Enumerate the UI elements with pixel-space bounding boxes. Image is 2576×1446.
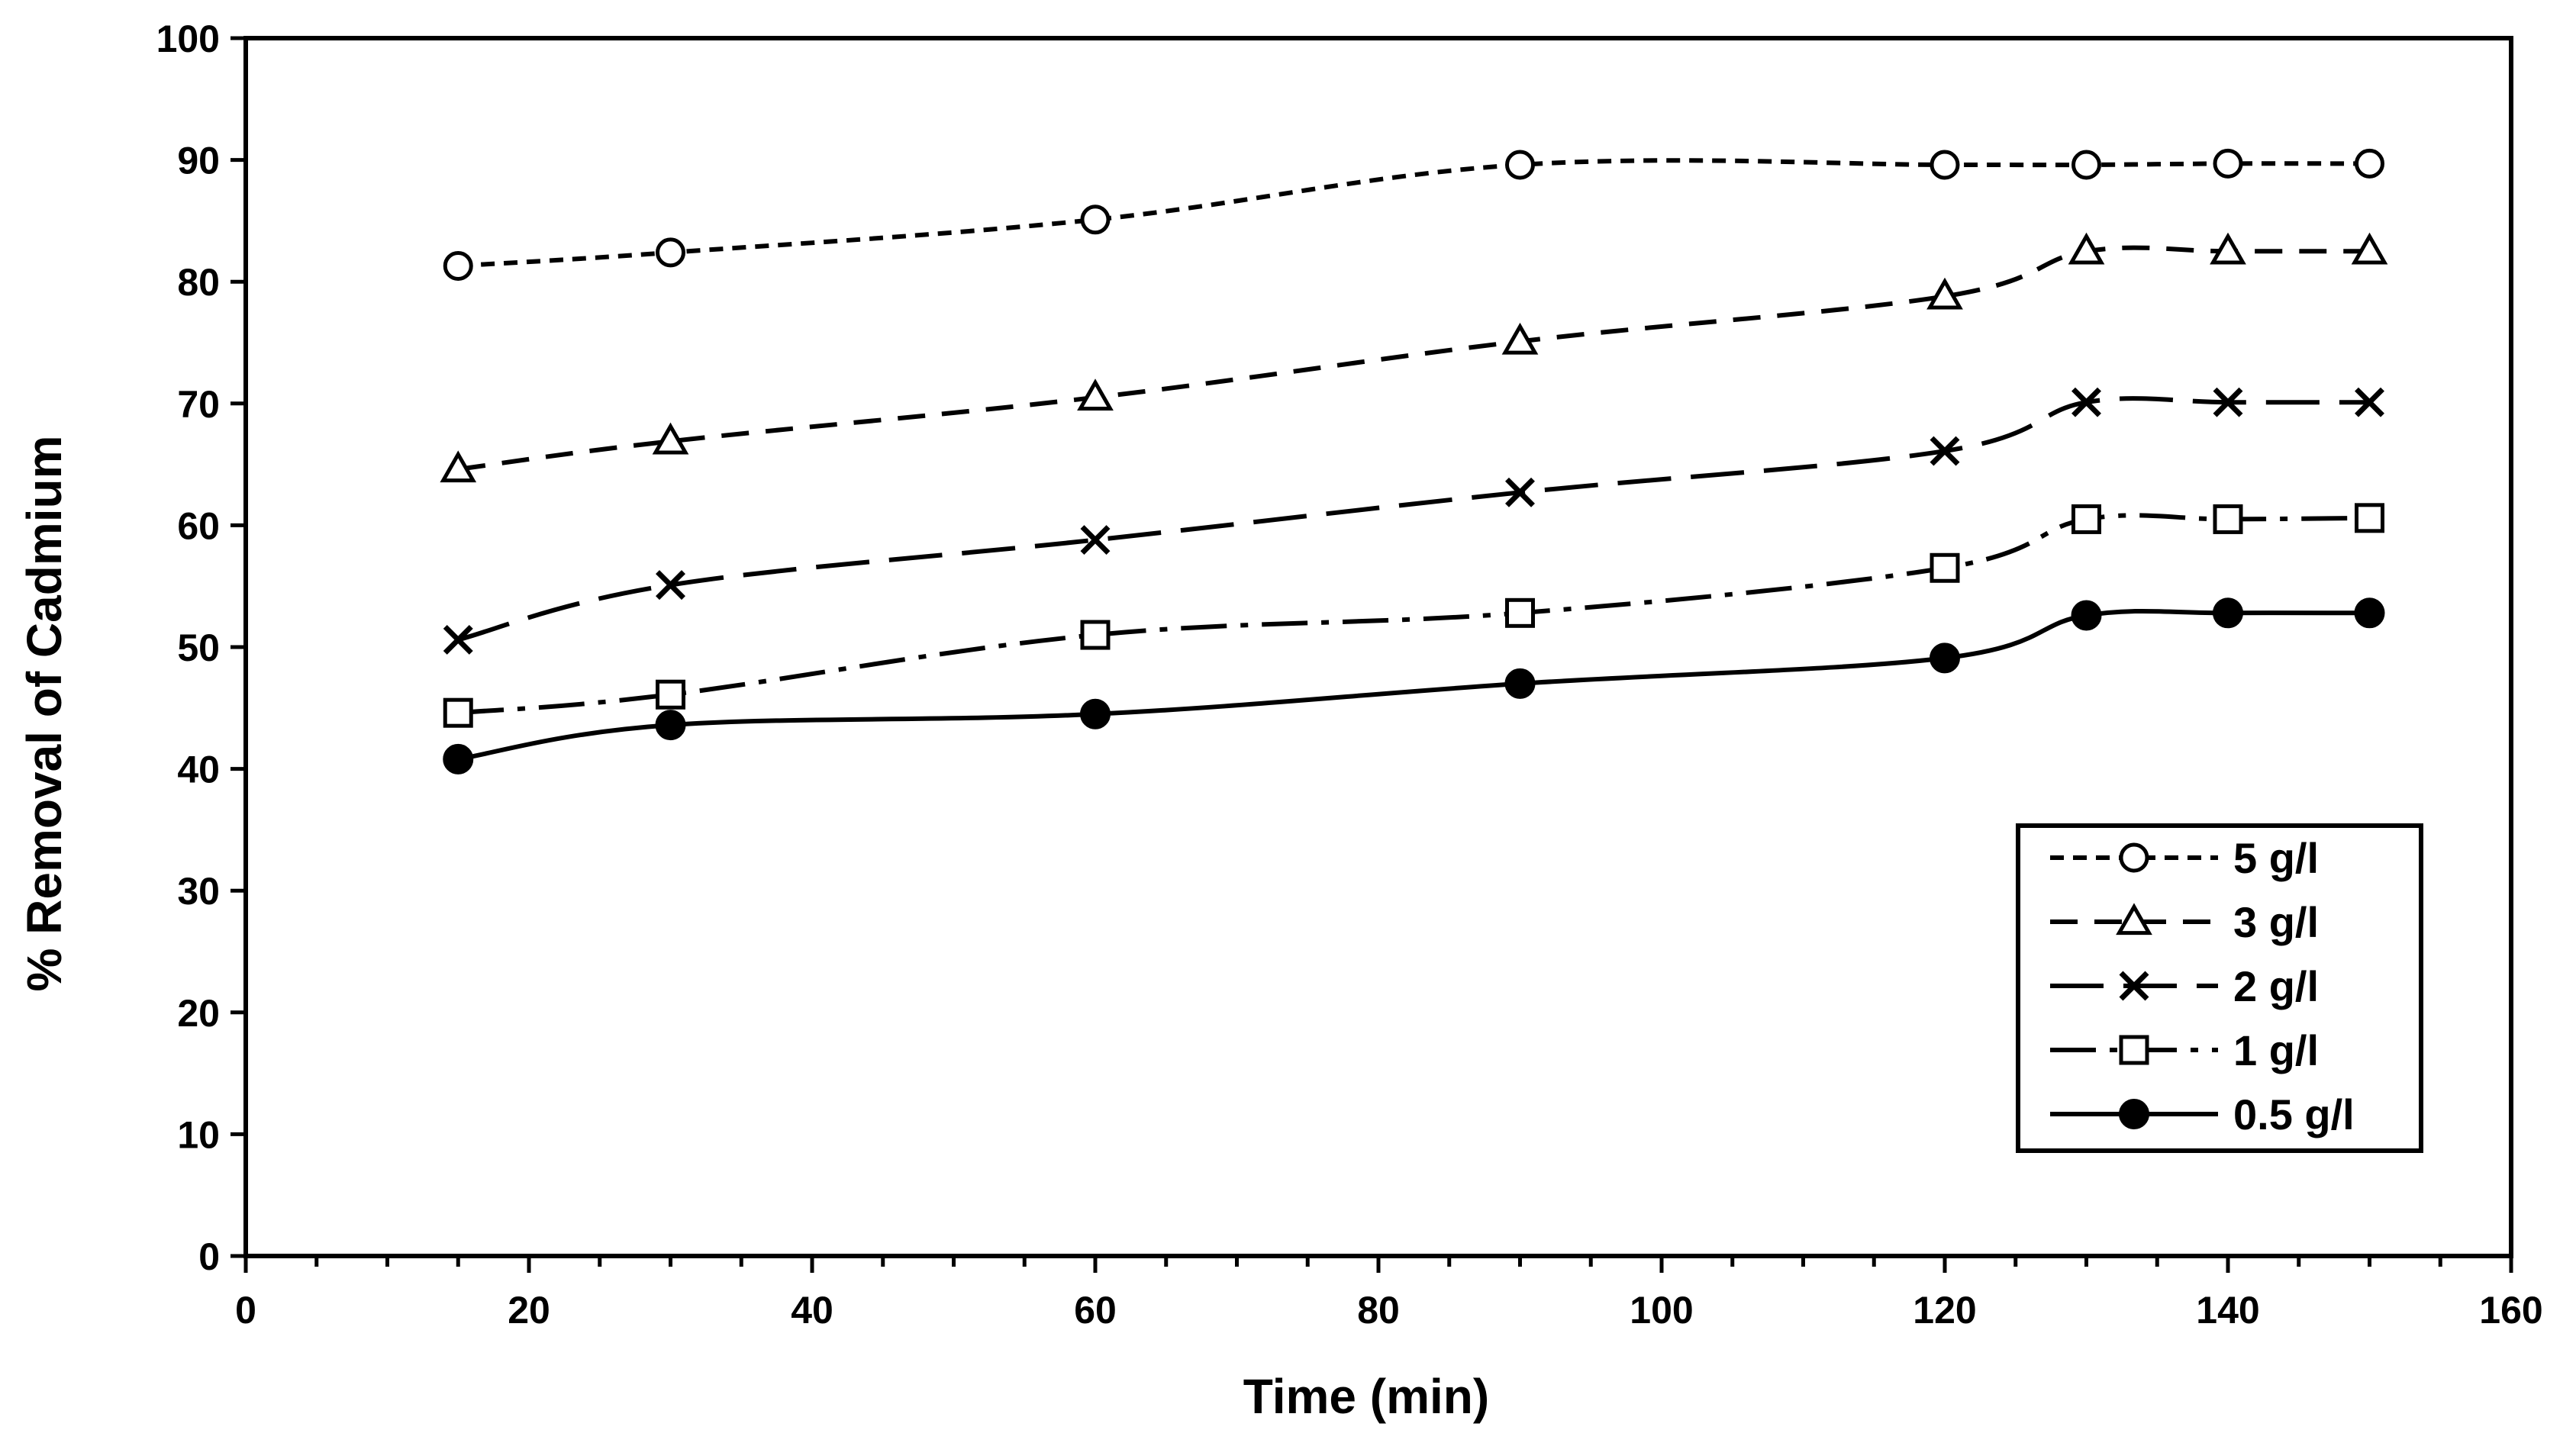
data-point [1930,552,1960,583]
legend-label: 3 g/l [2233,898,2319,946]
legend-label: 1 g/l [2233,1026,2319,1074]
x-tick-label: 40 [791,1289,833,1332]
y-tick-label: 0 [198,1235,220,1278]
series-1-g-l [443,503,2384,728]
y-tick-label: 20 [177,992,220,1035]
x-tick-label: 60 [1074,1289,1117,1332]
data-point [2071,504,2101,534]
legend-entry: 5 g/l [2050,834,2319,882]
data-point [1505,150,1535,180]
legend-entry: 3 g/l [2050,898,2319,946]
y-tick-label: 90 [177,140,220,182]
data-point [2351,232,2388,265]
legend-marker [2119,1099,2149,1129]
data-point [656,679,685,710]
series-0-5-g-l [443,597,2385,775]
legend-entry: 2 g/l [2050,962,2319,1010]
legend-entry: 1 g/l [2050,1026,2319,1074]
data-point [1930,436,1960,466]
data-point [1504,668,1536,699]
data-point [2355,148,2384,179]
data-point [443,697,473,728]
data-point [2355,387,2384,417]
legend-marker [2119,1035,2149,1065]
data-point [1080,698,1111,729]
x-tick-label: 0 [235,1289,256,1332]
y-tick-label: 80 [177,261,220,304]
y-tick-label: 100 [156,18,220,60]
data-point [2071,387,2101,417]
x-tick-label: 20 [508,1289,550,1332]
series-line [458,158,2370,269]
data-point [1505,597,1535,628]
x-tick-label: 140 [2196,1289,2259,1332]
y-tick-label: 50 [177,626,220,669]
x-tick-label: 100 [1630,1289,1693,1332]
y-tick-label: 10 [177,1113,220,1156]
data-point [2213,504,2243,534]
y-tick-label: 60 [177,504,220,547]
data-point [1930,642,1960,674]
data-point [2213,387,2243,417]
y-axis: 0 10 20 30 40 50 60 70 80 90 100 [156,18,246,1278]
x-axis: 0 20 40 60 80 100 120 140 160 [235,1256,2543,1332]
legend-marker [2116,903,2152,936]
x-axis-title: Time (min) [1243,1369,1489,1424]
data-point [655,710,686,741]
data-point [656,570,685,601]
y-tick-label: 30 [177,870,220,913]
y-tick-label: 40 [177,749,220,791]
data-point [443,743,474,775]
data-point [2210,232,2246,265]
legend-label: 5 g/l [2233,834,2319,882]
series-5-g-l [443,148,2384,281]
series-2-g-l [443,387,2384,655]
data-point [1080,525,1111,556]
legend-label: 2 g/l [2233,962,2319,1010]
series-line [457,513,2370,716]
data-point [2354,597,2385,629]
data-point [2071,150,2101,180]
data-point [2071,600,2102,631]
legend: 5 g/l 3 g/l 2 g/l 1 g/l 0.5 g/l [2016,823,2423,1153]
data-point [1505,477,1535,507]
x-tick-label: 120 [1913,1289,1976,1332]
data-point [440,450,477,483]
data-point [1080,205,1111,235]
series-line [457,245,2370,472]
x-tick-label: 80 [1357,1289,1400,1332]
legend-entry: 0.5 g/l [2050,1090,2355,1138]
data-point [1926,277,1963,310]
data-point [1080,620,1111,650]
legend-label: 0.5 g/l [2233,1090,2355,1138]
y-tick-label: 70 [177,383,220,426]
y-axis-title: % Removal of Cadmium [17,435,72,991]
data-point [443,250,473,281]
data-point [2068,232,2105,265]
x-tick-label: 160 [2479,1289,2542,1332]
data-point [656,237,685,268]
data-point [1501,322,1539,355]
series-layer [440,148,2388,775]
data-point [1930,150,1960,180]
data-point [652,422,689,455]
series-3-g-l [440,232,2388,483]
data-point [443,624,473,655]
series-line [457,608,2370,762]
data-point [2355,503,2384,533]
data-point [2213,597,2243,629]
legend-marker [2119,971,2149,1001]
series-line [457,396,2370,642]
data-point [1077,378,1114,411]
legend-marker [2119,842,2149,873]
data-point [2213,148,2243,179]
